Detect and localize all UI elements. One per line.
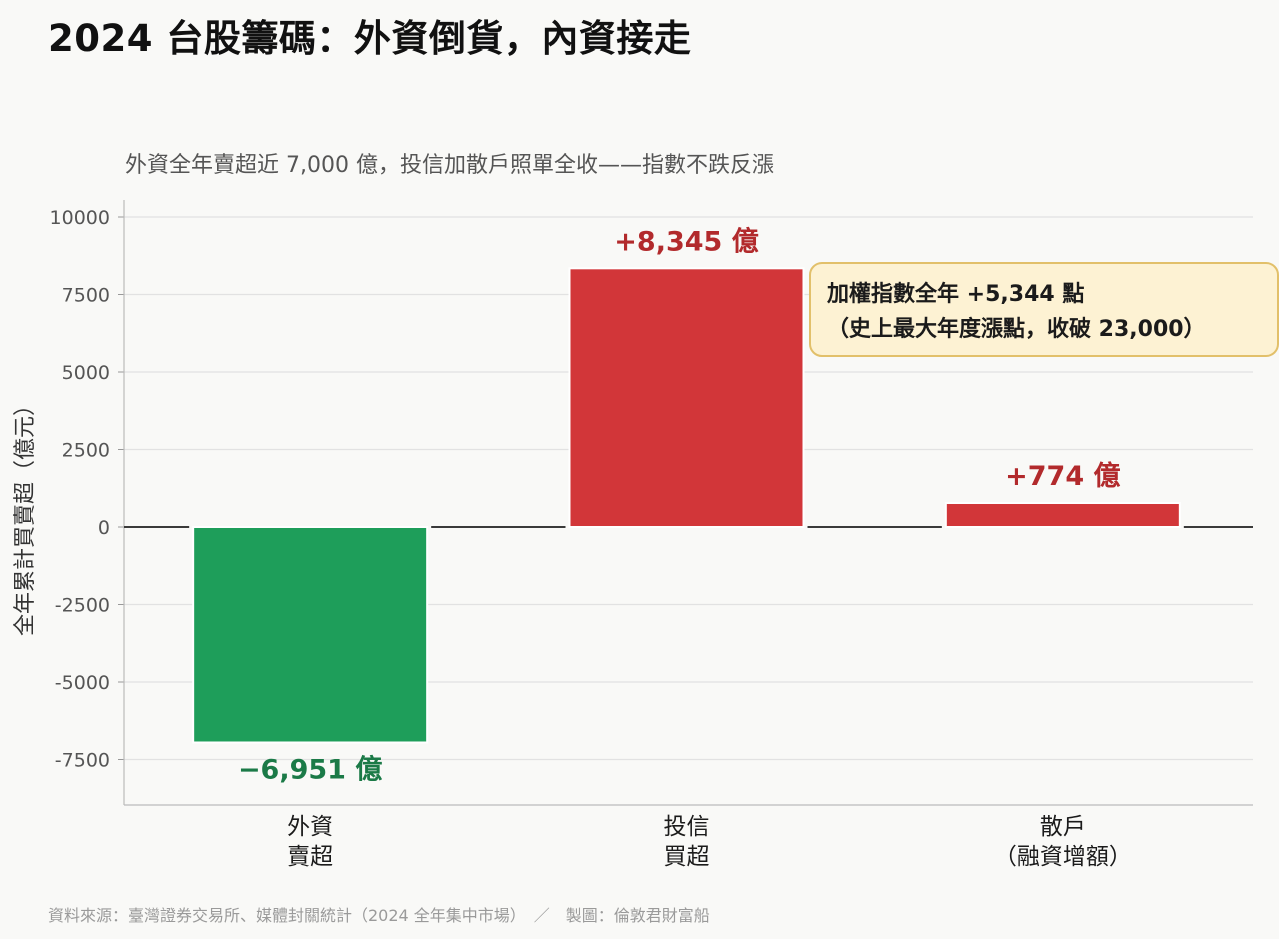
source-note: 資料來源：臺灣證券交易所、媒體封關統計（2024 全年集中市場） ／ 製圖：倫敦… xyxy=(48,906,710,925)
y-tick-label: -5000 xyxy=(55,672,110,694)
bar-layer xyxy=(192,267,1181,744)
y-tick-label: 2500 xyxy=(62,440,110,462)
bar-3 xyxy=(944,502,1181,529)
y-tick-label: -2500 xyxy=(55,595,110,617)
data-label: +8,345 億 xyxy=(614,226,758,257)
y-tick-label: 0 xyxy=(98,517,110,539)
y-axis-label: 全年累計買賣超（億元） xyxy=(13,394,38,636)
x-tick-label: （融資增額） xyxy=(994,844,1132,870)
y-tick-label: 7500 xyxy=(62,285,110,307)
x-tick-label: 賣超 xyxy=(287,844,333,870)
chart-subtitle: 外資全年賣超近 7,000 億，投信加散戶照單全收——指數不跌反漲 xyxy=(125,153,774,178)
annotation-text: （史上最大年度漲點，收破 23,000） xyxy=(827,316,1206,342)
data-label: −6,951 億 xyxy=(238,754,382,785)
x-tick-label: 散戶 xyxy=(1040,814,1086,840)
annotation-text: 加權指數全年 +5,344 點 xyxy=(826,281,1084,307)
y-tick-label: 10000 xyxy=(50,207,110,229)
data-label: +774 億 xyxy=(1005,461,1120,492)
axis-layer: 10000 7500 5000 2500 0 -2500 -5000 -7500 xyxy=(50,200,1253,806)
annotation-background xyxy=(809,262,1279,357)
y-tick-label: 5000 xyxy=(62,362,110,384)
chart-title: 2024 台股籌碼：外資倒貨，內資接走 xyxy=(48,17,692,60)
x-tick-label: 買超 xyxy=(664,844,710,870)
x-tick-label: 外資 xyxy=(287,814,333,840)
bar-2 xyxy=(568,267,805,528)
annotation-box: 加權指數全年 +5,344 點 （史上最大年度漲點，收破 23,000） xyxy=(809,262,1279,357)
bar-1 xyxy=(192,526,429,744)
x-tick-label: 投信 xyxy=(664,814,710,840)
y-tick-label: -7500 xyxy=(55,750,110,772)
